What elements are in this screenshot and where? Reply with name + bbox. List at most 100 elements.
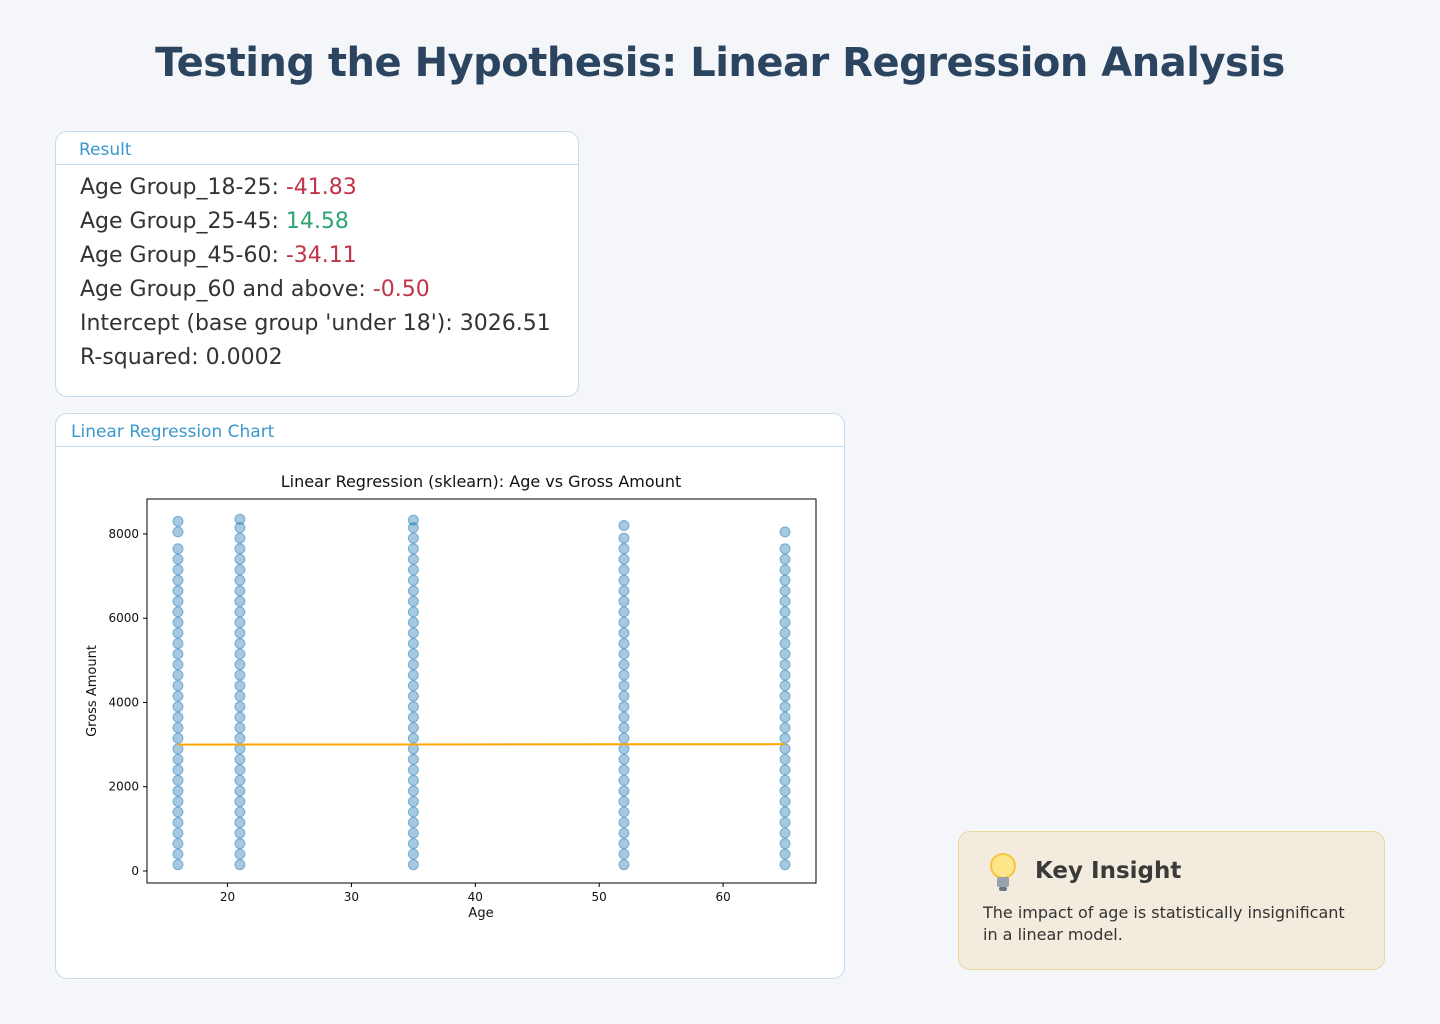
scatter-point: [618, 827, 630, 839]
scatter-point: [234, 595, 246, 607]
scatter-point: [172, 659, 184, 671]
scatter-point: [618, 585, 630, 597]
chart-title: Linear Regression (sklearn): Age vs Gros…: [281, 472, 681, 491]
insight-text: The impact of age is statistically insig…: [983, 903, 1345, 944]
scatter-point: [618, 764, 630, 776]
scatter-point: [407, 838, 419, 850]
scatter-point: [172, 722, 184, 734]
scatter-point: [618, 806, 630, 818]
scatter-point: [234, 564, 246, 576]
scatter-point: [172, 785, 184, 797]
scatter-point: [779, 764, 791, 776]
panel-label: Linear Regression Chart: [56, 414, 844, 447]
scatter-point: [234, 701, 246, 713]
scatter-point: [618, 532, 630, 544]
scatter-point: [407, 774, 419, 786]
scatter-point: [172, 827, 184, 839]
scatter-point: [234, 722, 246, 734]
scatter-point: [172, 753, 184, 765]
scatter-point: [779, 785, 791, 797]
scatter-point: [172, 817, 184, 829]
scatter-point: [618, 732, 630, 744]
scatter-point: [618, 701, 630, 713]
scatter-point: [407, 827, 419, 839]
page-title: Testing the Hypothesis: Linear Regressio…: [155, 40, 1285, 86]
scatter-point: [234, 532, 246, 544]
scatter-point: [618, 848, 630, 860]
scatter-point: [172, 774, 184, 786]
scatter-point: [172, 711, 184, 723]
scatter-point: [407, 514, 419, 526]
scatter-point: [407, 764, 419, 776]
scatter-point: [779, 848, 791, 860]
result-label: Age Group_45-60:: [80, 243, 279, 268]
scatter-point: [779, 690, 791, 702]
scatter-point: [234, 648, 246, 660]
result-label: Age Group_18-25:: [80, 175, 279, 200]
scatter-point: [779, 732, 791, 744]
result-label: R-squared:: [80, 345, 199, 370]
y-axis-label: Gross Amount: [85, 645, 100, 737]
scatter-point: [618, 743, 630, 755]
scatter-point: [234, 806, 246, 818]
scatter-point: [779, 774, 791, 786]
scatter-point: [234, 574, 246, 586]
result-label: Age Group_60 and above:: [80, 277, 366, 302]
scatter-point: [234, 680, 246, 692]
result-label: Intercept (base group 'under 18'):: [80, 311, 453, 336]
scatter-point: [172, 690, 184, 702]
scatter-point: [779, 553, 791, 565]
y-tick-label: 2000: [108, 780, 139, 794]
scatter-point: [407, 711, 419, 723]
scatter-point: [407, 732, 419, 744]
scatter-point: [779, 753, 791, 765]
result-line: Age Group_60 and above: -0.50: [80, 273, 578, 307]
scatter-point: [234, 774, 246, 786]
scatter-point: [172, 838, 184, 850]
result-line: Age Group_18-25: -41.83: [80, 171, 578, 205]
scatter-point: [407, 690, 419, 702]
y-tick-label: 4000: [108, 695, 139, 709]
scatter-point: [618, 722, 630, 734]
scatter-point: [779, 648, 791, 660]
scatter-point: [234, 522, 246, 534]
scatter-point: [234, 859, 246, 871]
result-label: Age Group_25-45:: [80, 209, 279, 234]
scatter-point: [779, 595, 791, 607]
scatter-point: [234, 585, 246, 597]
scatter-point: [407, 564, 419, 576]
result-line: R-squared: 0.0002: [80, 341, 578, 375]
scatter-point: [172, 764, 184, 776]
scatter-point: [618, 638, 630, 650]
scatter-point: [172, 627, 184, 639]
scatter-point: [172, 806, 184, 818]
scatter-point: [779, 638, 791, 650]
result-value: -41.83: [285, 175, 357, 200]
scatter-point: [234, 827, 246, 839]
scatter-point: [172, 606, 184, 618]
scatter-point: [234, 764, 246, 776]
result-value: 3026.51: [459, 311, 551, 336]
scatter-point: [172, 638, 184, 650]
scatter-point: [779, 627, 791, 639]
scatter-point: [779, 701, 791, 713]
scatter-point: [407, 522, 419, 534]
scatter-point: [234, 606, 246, 618]
scatter-point: [407, 638, 419, 650]
scatter-point: [172, 859, 184, 871]
scatter-point: [618, 785, 630, 797]
scatter-point: [172, 648, 184, 660]
scatter-point: [618, 659, 630, 671]
scatter-point: [234, 669, 246, 681]
scatter-point: [234, 848, 246, 860]
scatter-point: [618, 774, 630, 786]
result-value: -0.50: [372, 277, 430, 302]
scatter-point: [407, 753, 419, 765]
scatter-point: [407, 669, 419, 681]
scatter-point: [407, 627, 419, 639]
scatter-point: [779, 711, 791, 723]
scatter-point: [234, 543, 246, 555]
scatter-point: [234, 732, 246, 744]
scatter-point: [172, 553, 184, 565]
